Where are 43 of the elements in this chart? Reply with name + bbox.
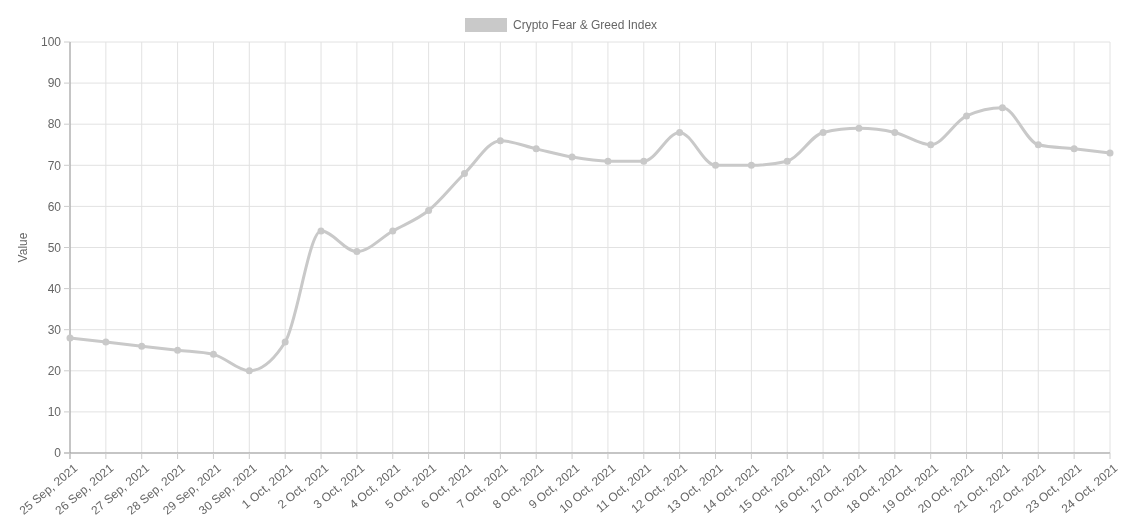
y-tick-label: 70 bbox=[47, 158, 62, 173]
point bbox=[963, 112, 971, 120]
point bbox=[1070, 145, 1078, 153]
point bbox=[819, 128, 827, 136]
point bbox=[209, 350, 217, 358]
point bbox=[102, 338, 110, 346]
point bbox=[676, 128, 684, 136]
y-tick-label: 20 bbox=[47, 364, 62, 378]
point bbox=[496, 137, 504, 145]
point bbox=[712, 161, 720, 169]
y-tick-label: 30 bbox=[47, 322, 62, 337]
point bbox=[425, 207, 433, 215]
point bbox=[927, 141, 935, 149]
y-tick-label: 50 bbox=[47, 240, 62, 255]
point bbox=[281, 338, 289, 346]
point bbox=[783, 157, 791, 165]
point bbox=[66, 334, 74, 342]
point bbox=[568, 153, 576, 161]
point bbox=[174, 346, 182, 354]
y-tick-label: 100 bbox=[40, 35, 62, 50]
legend-label: Crypto Fear & Greed Index bbox=[513, 18, 658, 33]
point bbox=[1106, 149, 1114, 157]
point bbox=[891, 128, 899, 136]
y-axis-title: Value bbox=[16, 232, 30, 263]
y-tick-label: 60 bbox=[47, 199, 62, 214]
point bbox=[317, 227, 325, 235]
point bbox=[604, 157, 612, 165]
point bbox=[460, 170, 468, 178]
point bbox=[640, 157, 648, 165]
point bbox=[1034, 141, 1042, 149]
y-tick-label: 80 bbox=[47, 117, 62, 132]
y-tick-label: 0 bbox=[54, 446, 62, 461]
point bbox=[998, 104, 1006, 112]
y-tick-label: 10 bbox=[47, 405, 62, 420]
point bbox=[855, 124, 863, 132]
point bbox=[532, 145, 540, 153]
point bbox=[245, 367, 253, 375]
point bbox=[747, 161, 755, 169]
point bbox=[353, 248, 361, 256]
y-tick-label: 90 bbox=[47, 76, 62, 91]
y-tick-label: 40 bbox=[47, 281, 62, 296]
point bbox=[389, 227, 397, 235]
point bbox=[138, 342, 146, 350]
